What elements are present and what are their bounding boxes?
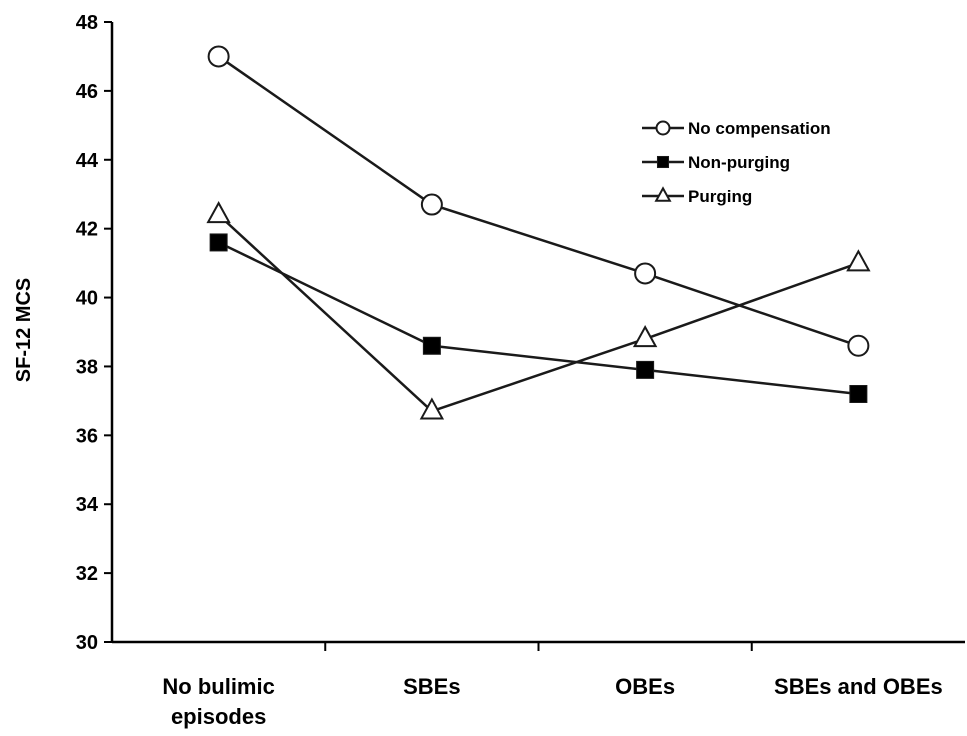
series-line xyxy=(218,241,859,396)
y-tick-label: 38 xyxy=(76,356,98,378)
data-point xyxy=(634,262,657,285)
data-point xyxy=(207,45,230,68)
legend-label: Purging xyxy=(688,187,752,206)
legend-entry: Non-purging xyxy=(642,153,790,172)
series-no-compensation xyxy=(217,55,859,347)
series-markers xyxy=(209,233,868,403)
series-non-purging xyxy=(218,241,859,396)
series-group xyxy=(206,45,871,420)
y-tick-label: 46 xyxy=(76,81,98,103)
legend: No compensation Non-purging Purging xyxy=(642,119,831,206)
y-tick-label: 44 xyxy=(76,150,99,172)
y-tick-label: 32 xyxy=(76,563,98,585)
y-tick-label: 36 xyxy=(76,425,98,447)
legend-marker xyxy=(654,186,672,202)
legend-entry: No compensation xyxy=(642,119,831,138)
data-point xyxy=(206,201,231,224)
data-point xyxy=(849,385,868,403)
y-axis-title: SF-12 MCS xyxy=(13,278,35,382)
data-point xyxy=(422,336,441,355)
series-purging xyxy=(217,213,859,413)
legend-entry: Purging xyxy=(642,186,752,206)
x-tick-label: OBEs xyxy=(615,674,675,699)
legend-label: Non-purging xyxy=(688,153,790,172)
series-markers xyxy=(207,45,870,357)
legend-label: No compensation xyxy=(688,119,831,138)
data-point xyxy=(636,360,655,379)
axes: 30 32 34 36 38 40 42 44 46 48 No bulimic episodes SB… xyxy=(76,12,965,729)
x-tick-label: No bulimic episodes xyxy=(162,674,274,729)
data-point xyxy=(209,233,228,252)
y-tick-label: 40 xyxy=(76,288,98,310)
y-tick-label: 34 xyxy=(76,494,99,516)
series-markers xyxy=(206,201,871,420)
series-line xyxy=(217,213,859,413)
data-point xyxy=(632,325,658,348)
series-line xyxy=(217,55,859,347)
x-tick-label: SBEs xyxy=(403,674,460,699)
data-point xyxy=(419,397,445,420)
legend-marker xyxy=(656,155,670,169)
legend-marker xyxy=(655,120,671,136)
data-point xyxy=(846,249,871,272)
y-tick-label: 48 xyxy=(76,12,98,34)
x-tick-label: SBEs and OBEs xyxy=(774,674,943,699)
data-point xyxy=(420,193,443,216)
data-point xyxy=(847,334,870,357)
y-tick-label: 42 xyxy=(76,219,98,241)
y-tick-label: 30 xyxy=(76,632,98,654)
